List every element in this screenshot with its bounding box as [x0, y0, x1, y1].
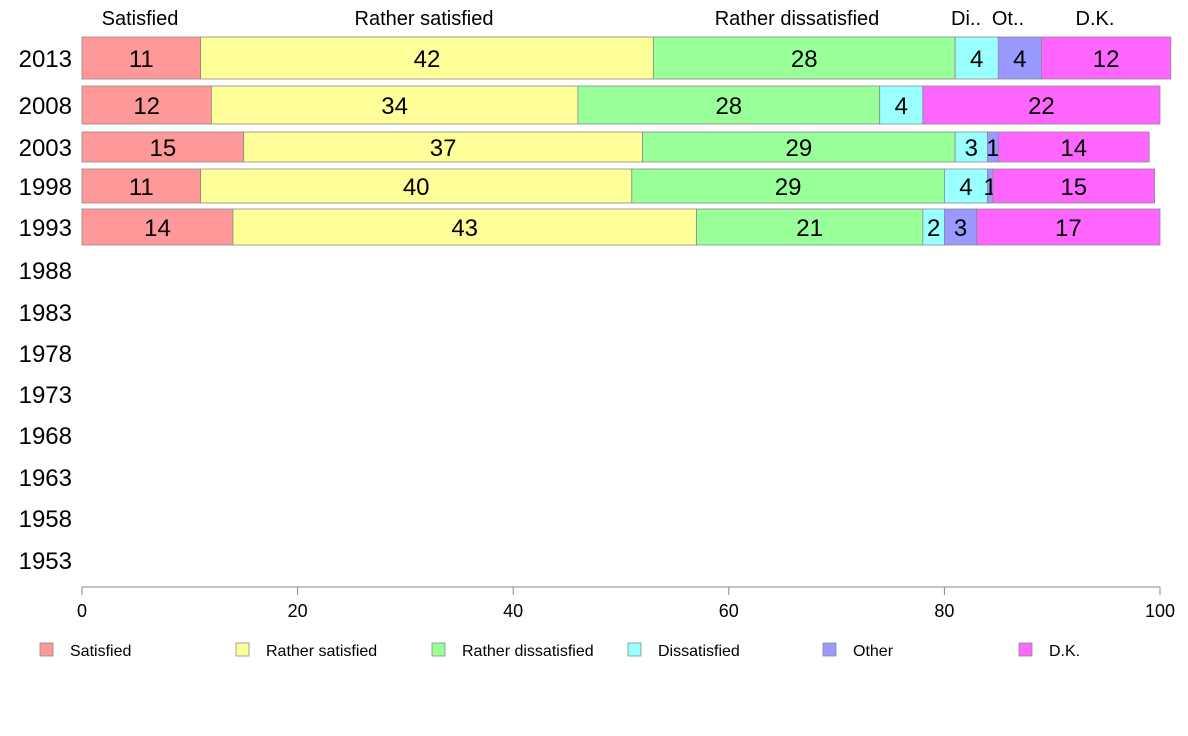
- bar-2013-other: [997, 36, 1042, 80]
- x-tick-label-80: 80: [934, 601, 954, 621]
- value-label-1998-dissatisfied: 4: [959, 174, 972, 201]
- legend-swatch-dissatisfied: [627, 642, 642, 657]
- bar-2008-satisfied: [81, 85, 212, 125]
- value-label-1998-satisfied: 11: [129, 174, 154, 201]
- legend-label-rather-dissatisfied: Rather dissatisfied: [462, 643, 594, 660]
- column-header-rather-satisfied: Rather satisfied: [355, 8, 494, 30]
- value-label-1993-rather-satisfied: 43: [451, 215, 478, 242]
- value-label-1998-rather-satisfied: 40: [403, 174, 430, 201]
- x-tick-label-100: 100: [1145, 601, 1175, 621]
- value-label-2008-rather-dissatisfied: 28: [715, 93, 742, 120]
- bar-2013-d-k: [1041, 36, 1172, 80]
- value-label-2013-d-k: 12: [1093, 46, 1120, 73]
- value-label-1993-dissatisfied: 2: [927, 215, 940, 242]
- year-labels: 2013 2008 2003 1998 1993 1988 1983 1978 1973 1968…: [19, 46, 72, 575]
- value-label-2003-d-k: 14: [1060, 135, 1087, 162]
- year-label-2003: 2003: [19, 135, 72, 162]
- year-label-1998: 1998: [19, 174, 72, 201]
- year-label-1963: 1963: [19, 465, 72, 492]
- bar-1993-rather-satisfied: [232, 208, 697, 246]
- x-axis: 0 20 40 60 80 100: [77, 586, 1175, 621]
- column-header-rather-dissatisfied: Rather dissatisfied: [715, 8, 880, 30]
- bar-1993-d-k: [976, 208, 1161, 246]
- bar-2013-rather-dissatisfied: [652, 36, 956, 80]
- value-label-1993-other: 3: [954, 215, 967, 242]
- value-label-2013-dissatisfied: 4: [970, 46, 983, 73]
- bar-2013-satisfied: [81, 36, 201, 80]
- value-label-2013-other: 4: [1013, 46, 1026, 73]
- x-tick-label-0: 0: [77, 601, 87, 621]
- year-label-1953: 1953: [19, 548, 72, 575]
- bar-1993-satisfied: [81, 208, 234, 246]
- column-header-d-k: D.K.: [1076, 8, 1115, 30]
- value-label-2008-rather-satisfied: 34: [381, 93, 408, 120]
- bar-1998-d-k: [992, 168, 1156, 204]
- value-label-1998-d-k: 15: [1060, 174, 1087, 201]
- bar-2008-rather-satisfied: [210, 85, 579, 125]
- bar-2013-rather-satisfied: [200, 36, 654, 80]
- column-header-di: Di..: [951, 8, 981, 30]
- x-tick-label-60: 60: [719, 601, 739, 621]
- bar-2003-d-k: [997, 131, 1150, 163]
- year-label-1988: 1988: [19, 258, 72, 285]
- value-label-2003-rather-satisfied: 37: [430, 135, 457, 162]
- bar-2008-rather-dissatisfied: [577, 85, 881, 125]
- year-label-1978: 1978: [19, 341, 72, 368]
- column-headers: Satisfied Rather satisfied Rather dissatis…: [102, 8, 1115, 30]
- legend-swatch-rather-satisfied: [235, 642, 250, 657]
- bar-1993-other: [944, 208, 978, 246]
- value-label-1993-satisfied: 14: [144, 215, 171, 242]
- x-tick-label-20: 20: [288, 601, 308, 621]
- legend-label-rather-satisfied: Rather satisfied: [266, 643, 377, 660]
- bar-2008-dissatisfied: [879, 85, 924, 125]
- value-label-2013-satisfied: 11: [129, 46, 154, 73]
- column-header-satisfied: Satisfied: [102, 8, 179, 30]
- year-label-1993: 1993: [19, 215, 72, 242]
- bar-1993-rather-dissatisfied: [696, 208, 924, 246]
- year-label-2013: 2013: [19, 46, 72, 73]
- value-label-1993-d-k: 17: [1055, 215, 1082, 242]
- x-tick-label-40: 40: [503, 601, 523, 621]
- bar-2008-d-k: [922, 85, 1161, 125]
- value-label-2013-rather-satisfied: 42: [414, 46, 441, 73]
- legend-label-other: Other: [853, 643, 894, 660]
- legend-swatch-rather-dissatisfied: [431, 642, 446, 657]
- column-header-ot: Ot..: [992, 8, 1024, 30]
- value-label-1998-rather-dissatisfied: 29: [775, 174, 802, 201]
- value-label-2008-d-k: 22: [1028, 93, 1055, 120]
- value-label-2003-rather-dissatisfied: 29: [786, 135, 813, 162]
- value-label-2003-dissatisfied: 3: [965, 135, 978, 162]
- year-label-1983: 1983: [19, 300, 72, 327]
- bar-2003-satisfied: [81, 131, 245, 163]
- year-label-2008: 2008: [19, 93, 72, 120]
- bar-2003-rather-satisfied: [243, 131, 643, 163]
- legend-label-satisfied: Satisfied: [70, 643, 131, 660]
- value-label-2003-satisfied: 15: [149, 135, 176, 162]
- value-label-2013-rather-dissatisfied: 28: [791, 46, 818, 73]
- bar-1998-rather-satisfied: [200, 168, 633, 204]
- legend: Satisfied Rather satisfied Rather dissatis…: [39, 642, 1080, 660]
- value-label-2003-other: 1: [986, 135, 999, 162]
- value-label-2008-satisfied: 12: [133, 93, 160, 120]
- year-label-1968: 1968: [19, 423, 72, 450]
- value-label-2008-dissatisfied: 4: [895, 93, 908, 120]
- legend-swatch-d-k: [1018, 642, 1033, 657]
- year-label-1973: 1973: [19, 382, 72, 409]
- bar-1998-rather-dissatisfied: [631, 168, 945, 204]
- legend-swatch-satisfied: [39, 642, 54, 657]
- year-label-1958: 1958: [19, 506, 72, 533]
- legend-label-d-k: D.K.: [1049, 643, 1080, 660]
- legend-label-dissatisfied: Dissatisfied: [658, 643, 740, 660]
- value-label-1993-rather-dissatisfied: 21: [796, 215, 823, 242]
- bar-2003-rather-dissatisfied: [642, 131, 956, 163]
- legend-swatch-other: [822, 642, 837, 657]
